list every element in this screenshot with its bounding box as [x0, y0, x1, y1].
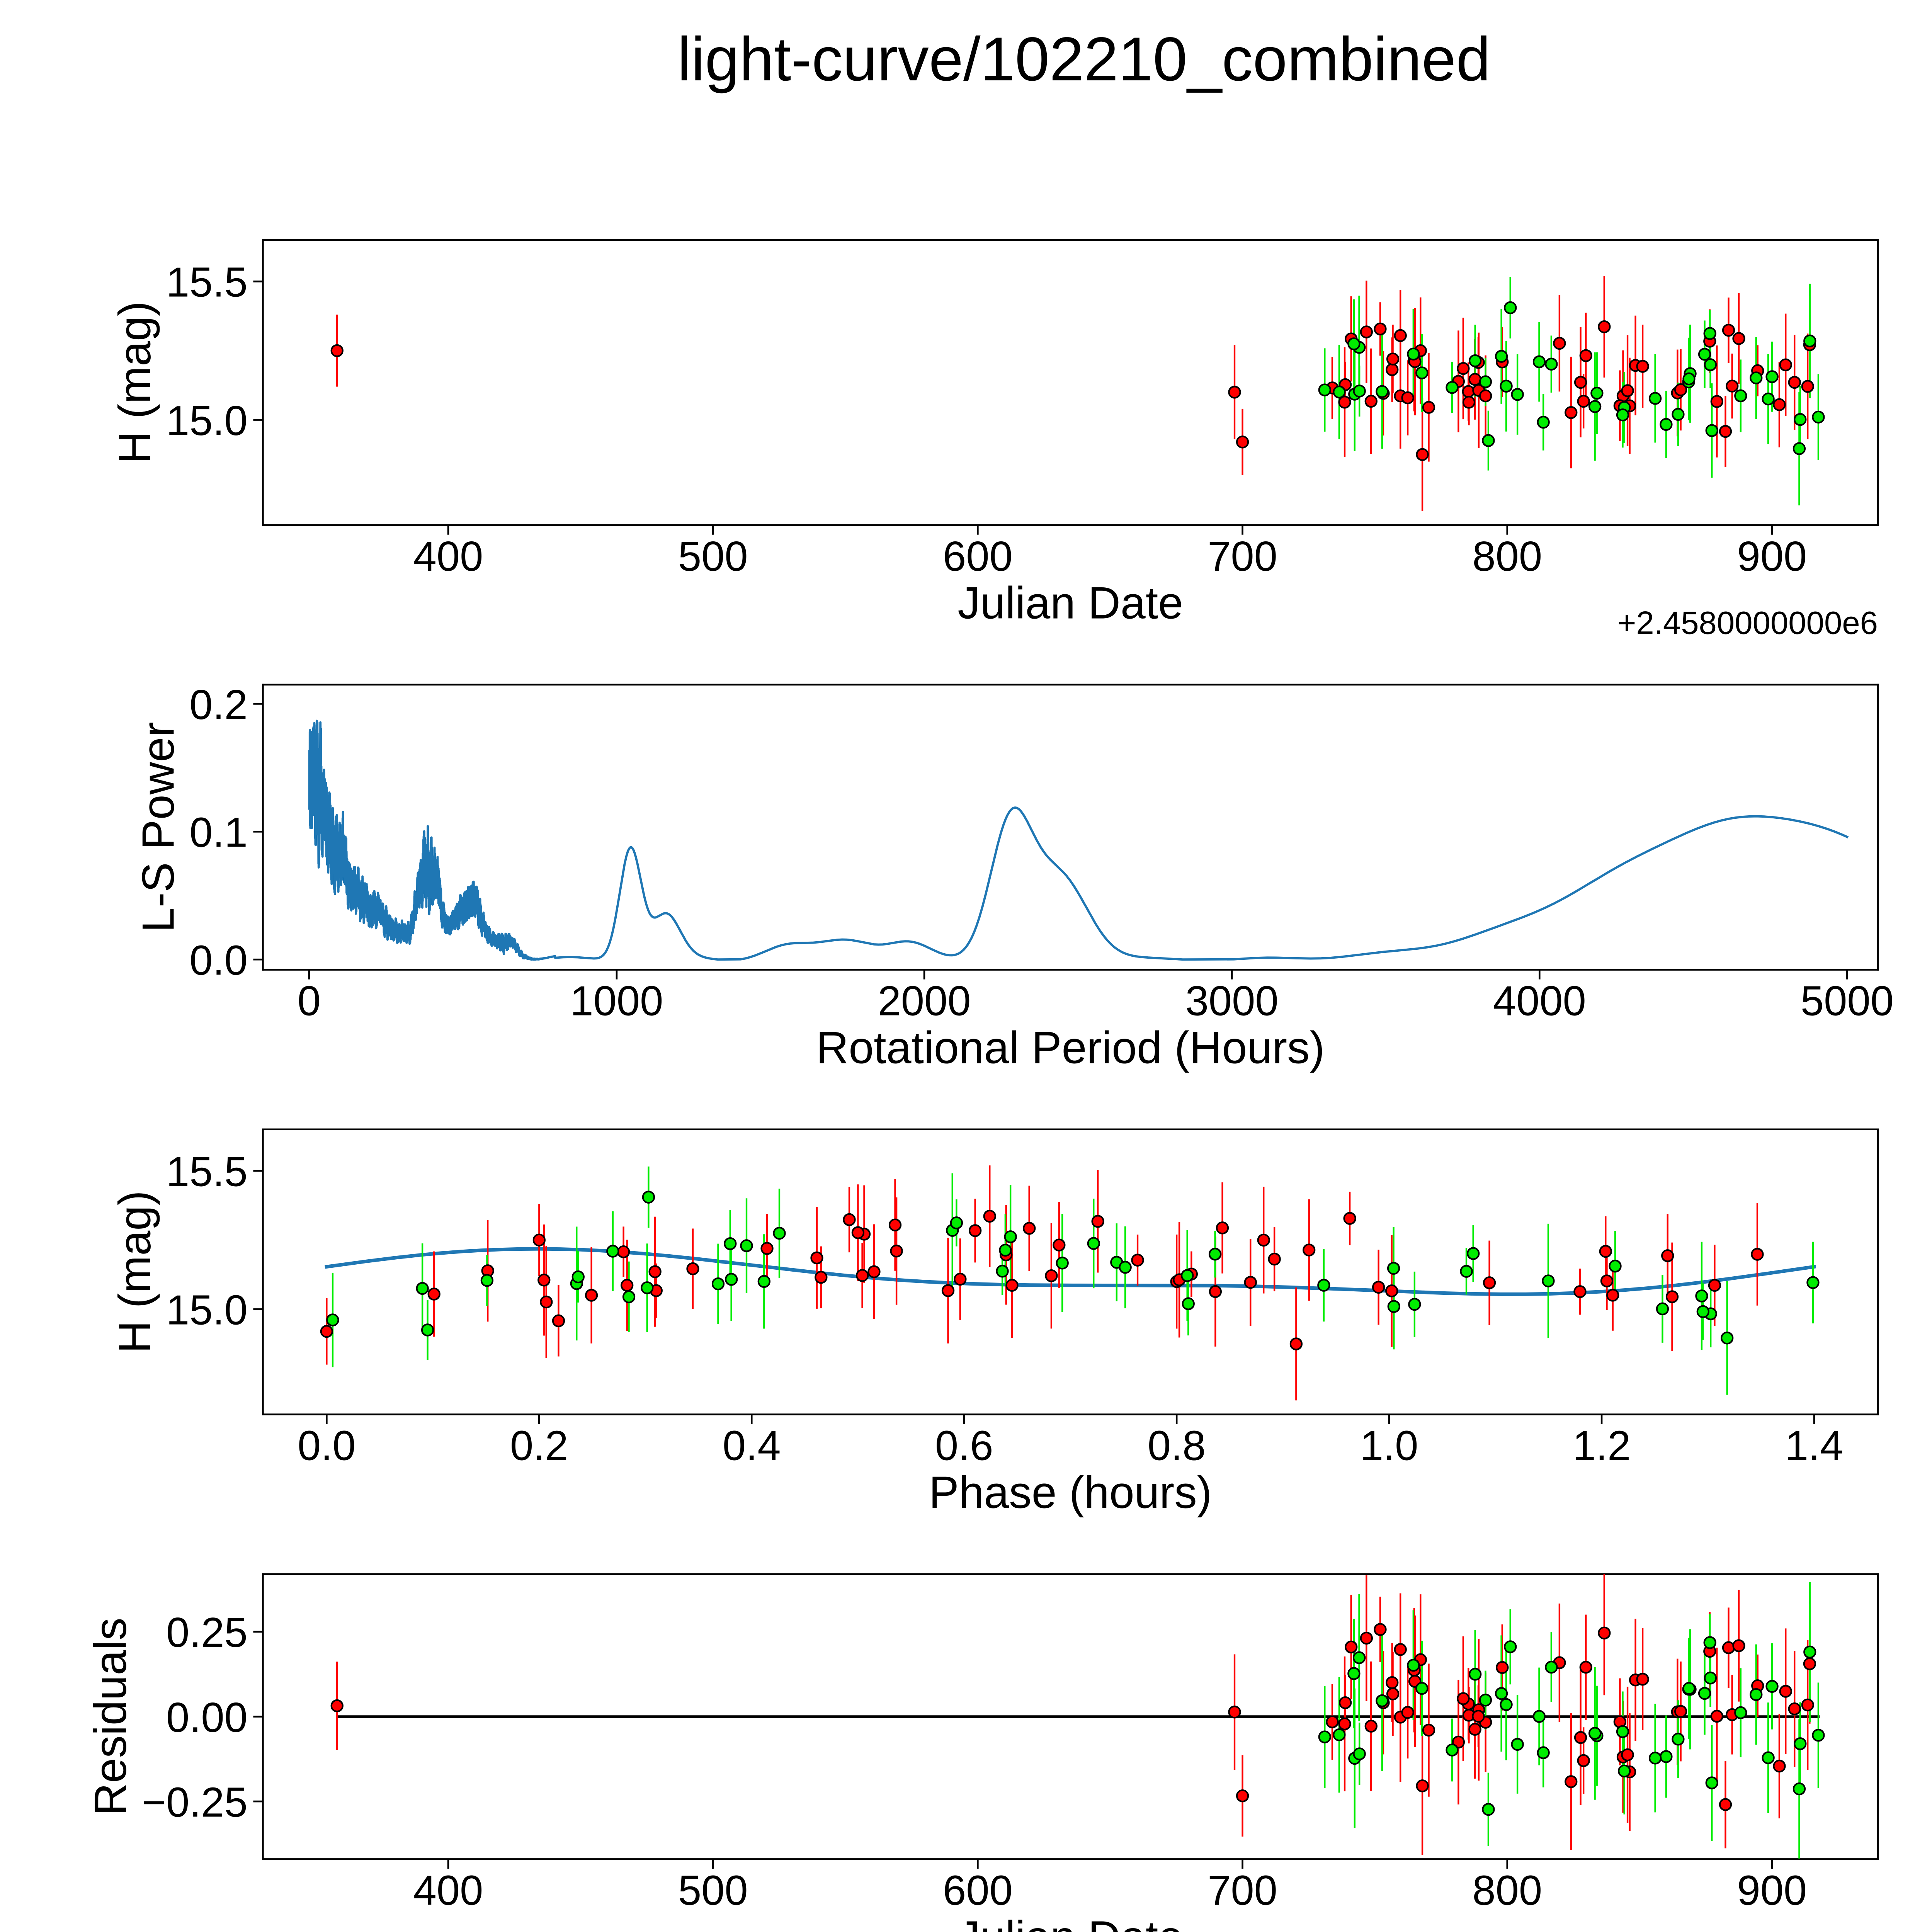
svg-text:600: 600 [943, 1867, 1013, 1913]
svg-text:1.0: 1.0 [1360, 1422, 1418, 1469]
svg-text:Rotational Period (Hours): Rotational Period (Hours) [816, 1022, 1325, 1073]
svg-text:0.1: 0.1 [189, 809, 248, 856]
svg-text:Julian Date: Julian Date [957, 578, 1183, 628]
svg-text:800: 800 [1472, 1867, 1542, 1913]
svg-text:800: 800 [1472, 533, 1542, 580]
svg-text:L-S Power: L-S Power [133, 722, 183, 932]
svg-text:Julian Date: Julian Date [957, 1912, 1183, 1932]
svg-text:0.25: 0.25 [166, 1609, 248, 1656]
svg-text:H (mag): H (mag) [109, 301, 160, 464]
svg-text:Phase (hours): Phase (hours) [929, 1467, 1212, 1517]
svg-text:15.5: 15.5 [166, 1148, 248, 1195]
svg-text:4000: 4000 [1493, 978, 1586, 1024]
svg-text:0.00: 0.00 [166, 1694, 248, 1741]
svg-text:400: 400 [413, 533, 483, 580]
svg-text:1.4: 1.4 [1785, 1422, 1844, 1469]
svg-text:500: 500 [678, 1867, 748, 1913]
svg-text:0: 0 [298, 978, 321, 1024]
svg-text:2000: 2000 [878, 978, 971, 1024]
svg-text:500: 500 [678, 533, 748, 580]
svg-text:0.0: 0.0 [189, 937, 248, 983]
svg-text:light-curve/102210_combined: light-curve/102210_combined [677, 24, 1490, 94]
svg-text:900: 900 [1737, 1867, 1807, 1913]
svg-text:900: 900 [1737, 533, 1807, 580]
svg-text:0.2: 0.2 [189, 681, 248, 728]
svg-text:3000: 3000 [1185, 978, 1279, 1024]
svg-text:0.8: 0.8 [1148, 1422, 1206, 1469]
svg-text:600: 600 [943, 533, 1013, 580]
svg-text:0.6: 0.6 [935, 1422, 993, 1469]
svg-text:15.0: 15.0 [166, 1287, 248, 1333]
svg-text:0.2: 0.2 [510, 1422, 568, 1469]
svg-text:15.5: 15.5 [166, 259, 248, 306]
svg-text:+2.4580000000e6: +2.4580000000e6 [1617, 605, 1878, 641]
svg-text:5000: 5000 [1801, 978, 1894, 1024]
svg-text:1000: 1000 [570, 978, 663, 1024]
svg-text:400: 400 [413, 1867, 483, 1913]
svg-text:700: 700 [1208, 533, 1277, 580]
svg-text:H (mag): H (mag) [109, 1190, 160, 1353]
svg-text:−0.25: −0.25 [142, 1779, 248, 1825]
svg-text:15.0: 15.0 [166, 397, 248, 444]
svg-text:0.4: 0.4 [723, 1422, 781, 1469]
svg-text:0.0: 0.0 [298, 1422, 356, 1469]
svg-text:700: 700 [1208, 1867, 1277, 1913]
svg-text:1.2: 1.2 [1573, 1422, 1631, 1469]
svg-text:Residuals: Residuals [85, 1617, 136, 1815]
